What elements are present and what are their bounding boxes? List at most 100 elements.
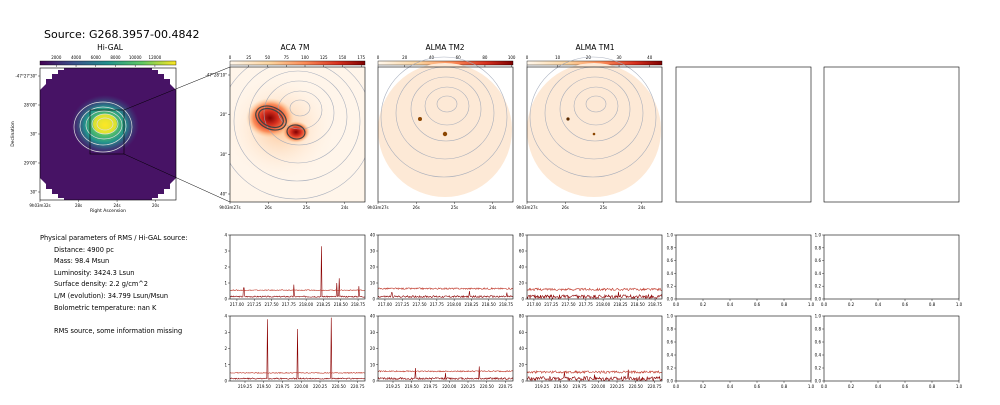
x-tick-label: 0.6 — [902, 302, 909, 307]
x-tick-label: 220.50 — [480, 384, 494, 389]
spectrum-line — [229, 289, 366, 292]
x-tick-label: 0.0 — [821, 384, 828, 389]
x-tick-label: 220.00 — [294, 384, 308, 389]
x-tick-label: 217.25 — [395, 302, 409, 307]
x-tick-label: 219.50 — [405, 384, 419, 389]
x-tick-label: 0.4 — [727, 384, 734, 389]
tm2-source-marker — [442, 131, 448, 137]
y-tick-label: 0.4 — [667, 353, 674, 358]
x-tick-label: 0.8 — [781, 384, 788, 389]
y-tick-label: 40 — [519, 265, 525, 270]
y-tick-label: 0.4 — [667, 271, 674, 276]
param-luminosity: Luminosity: 3424.3 Lsun — [54, 268, 135, 277]
spectrum-line — [377, 366, 514, 381]
x-tick-label: 218.25 — [316, 302, 330, 307]
higal-xlabel: Right Ascension — [90, 208, 126, 214]
spectrum-line — [229, 246, 366, 298]
x-tick-label: 1.0 — [956, 384, 963, 389]
x-tick-label: 218.75 — [648, 302, 662, 307]
dec-tick-label: 40" — [220, 192, 227, 197]
tm2-image — [378, 56, 512, 197]
x-tick-label: 218.00 — [596, 302, 610, 307]
x-tick-label: 219.25 — [238, 384, 252, 389]
y-tick-label: 0.2 — [667, 366, 674, 371]
x-tick-label: 220.25 — [610, 384, 624, 389]
ra-tick-label: 24s — [341, 205, 348, 210]
spectrum-line — [526, 369, 663, 375]
x-tick-label: 220.75 — [648, 384, 662, 389]
y-tick-label: 0 — [224, 297, 227, 302]
y-tick-label: 0.2 — [667, 284, 674, 289]
x-tick-label: 220.00 — [591, 384, 605, 389]
colorbar-tick-label: 100 — [301, 55, 309, 60]
higal-colorbar — [39, 60, 177, 66]
source-title: Source: G268.3957-00.4842 — [44, 28, 200, 41]
aca-colorbar — [229, 60, 366, 66]
spectrum-line — [526, 287, 663, 292]
y-tick-label: 40 — [370, 314, 376, 319]
x-tick-label: 219.25 — [386, 384, 400, 389]
spectrum-line — [377, 290, 514, 299]
x-tick-label: 218.75 — [351, 302, 365, 307]
y-tick-label: 0 — [224, 379, 227, 384]
y-tick-label: 0.6 — [667, 258, 674, 263]
ra-tick-label: 25s — [451, 205, 458, 210]
x-tick-label: 217.00 — [527, 302, 541, 307]
y-tick-label: 1.0 — [815, 314, 822, 319]
x-tick-label: 219.75 — [276, 384, 290, 389]
y-tick-label: 2 — [224, 346, 227, 351]
aca-colorbar-ticks: 0 25 50 75 100 125 150 175 — [229, 55, 366, 67]
x-tick-label: 0.2 — [848, 302, 855, 307]
rms-note: RMS source, some information missing — [54, 326, 183, 335]
x-tick-label: 217.25 — [247, 302, 261, 307]
y-tick-label: 40 — [370, 233, 376, 238]
empty-image-panel — [823, 66, 960, 203]
x-tick-label: 0.0 — [673, 302, 680, 307]
colorbar-tick-label: 100 — [508, 55, 516, 60]
colorbar-tick-label: 125 — [320, 55, 328, 60]
aca-frame — [229, 66, 366, 203]
y-tick-label: 0.0 — [815, 297, 822, 302]
spectrum-panel: 0 10 20 30 40 219.25 219.50 219.75 220.00 220.25 2… — [370, 314, 514, 389]
tm1-image — [527, 56, 661, 197]
colorbar-tick-label: 175 — [357, 55, 365, 60]
y-tick-label: 0.8 — [815, 327, 822, 332]
x-tick-label: 219.75 — [424, 384, 438, 389]
x-tick-label: 218.75 — [499, 302, 513, 307]
y-tick-label: 20 — [519, 362, 525, 367]
y-tick-label: 0 — [521, 297, 524, 302]
x-tick-label: 0.2 — [700, 384, 707, 389]
spectrum-line — [229, 317, 366, 380]
higal-image — [40, 68, 176, 200]
param-bolometric-temperature: Bolometric temperature: nan K — [54, 303, 157, 312]
empty-frame — [675, 315, 812, 382]
empty-frame — [675, 234, 812, 300]
y-tick-label: 0.8 — [667, 245, 674, 250]
ra-tick-label: 9h03m27s — [219, 205, 240, 210]
y-tick-label: 30 — [370, 249, 376, 254]
x-tick-label: 220.75 — [351, 384, 365, 389]
spectrum-line — [377, 369, 514, 373]
spectrum-panel: 0 1 2 3 4 217.00 217.25 217.50 217.75 218.00 218.2… — [224, 233, 365, 308]
empty-spectrum-panel: 0.00.0 0.2 0.2 0.4 0.4 0.6 0.6 0.8 0.8 1.0 1.0 — [815, 233, 963, 308]
x-tick-label: 220.50 — [332, 384, 346, 389]
tm1-axis-ticks: 9h03m27s 26s 25s 24s — [516, 202, 645, 210]
x-tick-label: 217.75 — [579, 302, 593, 307]
y-tick-label: 0.2 — [815, 366, 822, 371]
x-tick-label: 218.50 — [631, 302, 645, 307]
y-tick-label: 0.6 — [667, 340, 674, 345]
x-tick-label: 0.0 — [673, 384, 680, 389]
colorbar-tick-label: 40 — [647, 55, 653, 60]
colorbar-tick-label: 0 — [229, 55, 232, 60]
y-tick-label: 80 — [519, 233, 525, 238]
y-tick-label: 0.4 — [815, 353, 822, 358]
x-tick-label: 0.8 — [929, 384, 936, 389]
tm2-source-marker — [418, 117, 422, 121]
empty-image-panel — [675, 66, 812, 203]
colorbar-tick-label: 20 — [586, 55, 592, 60]
x-tick-label: 219.50 — [554, 384, 568, 389]
x-tick-label: 218.50 — [334, 302, 348, 307]
x-tick-label: 217.50 — [265, 302, 279, 307]
y-tick-label: 0.0 — [667, 297, 674, 302]
